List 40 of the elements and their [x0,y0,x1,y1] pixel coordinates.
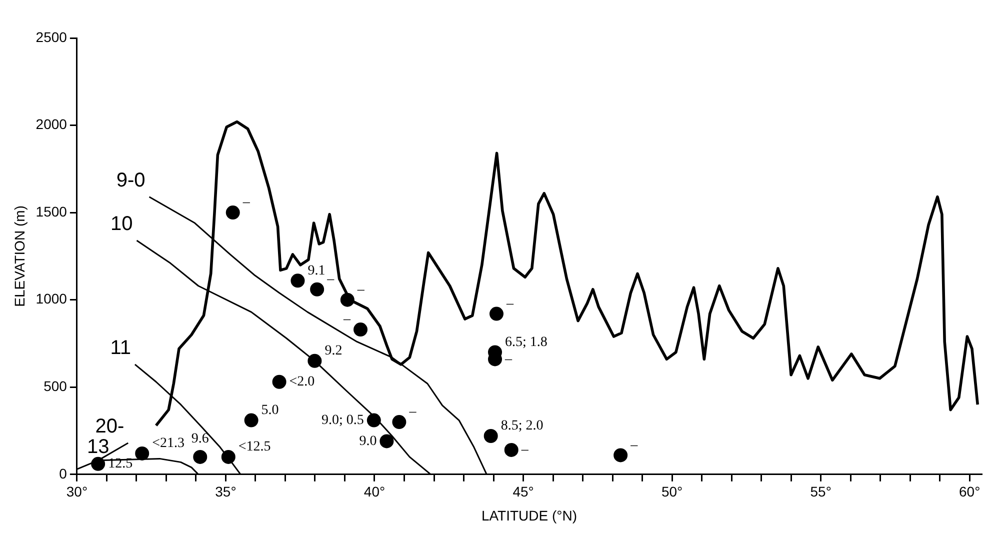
x-tick-label: 50° [661,484,683,500]
annotation: 9.0 [359,434,377,449]
annotation: – [242,195,251,210]
annotation: – [520,442,530,458]
annotation: – [630,438,639,453]
annotation: – [356,282,366,298]
x-axis-title: LATITUDE (°N) [481,507,578,524]
y-tick-label: 2500 [36,28,68,45]
x-tick-label: 40° [364,484,386,500]
y-tick-label: 2000 [36,116,68,132]
y-axis-title: ELEVATION (m) [11,206,28,307]
annotation: <2.0 [289,374,315,390]
x-tick-label: 35° [215,484,236,500]
y-tick-label: 500 [44,378,68,394]
annotation: – [408,404,418,420]
series-label: 9-0 [116,169,146,192]
annotation: 9.6 [191,432,209,447]
series-label: 11 [110,336,131,359]
annotation: – [326,272,336,288]
annotation: 6.5; 1.8 [505,334,548,350]
annotation: <21.3 [152,436,185,452]
x-tick-label: 55° [810,484,832,500]
x-tick-label: 45° [512,484,534,500]
annotation: – [505,296,514,312]
annotation: 9.0; 0.5 [322,412,364,428]
y-tick-label: 1500 [36,203,68,220]
y-tick-label: 1000 [36,290,68,307]
y-tick-label: 0 [59,465,68,482]
annotation: <12.5 [238,440,271,455]
x-tick-label: 60° [959,484,980,500]
annotation: 9.1 [308,263,326,278]
series-label: 13 [86,436,110,458]
annotation: 8.5; 2.0 [500,418,544,434]
annotation: 5.0 [261,402,279,418]
annotation: 9.2 [324,344,342,359]
annotation: – [342,312,352,328]
annotation: – [504,352,514,367]
series-label: 10 [110,213,133,236]
x-tick-label: 30° [66,484,88,500]
series-label: 20- [95,415,124,438]
